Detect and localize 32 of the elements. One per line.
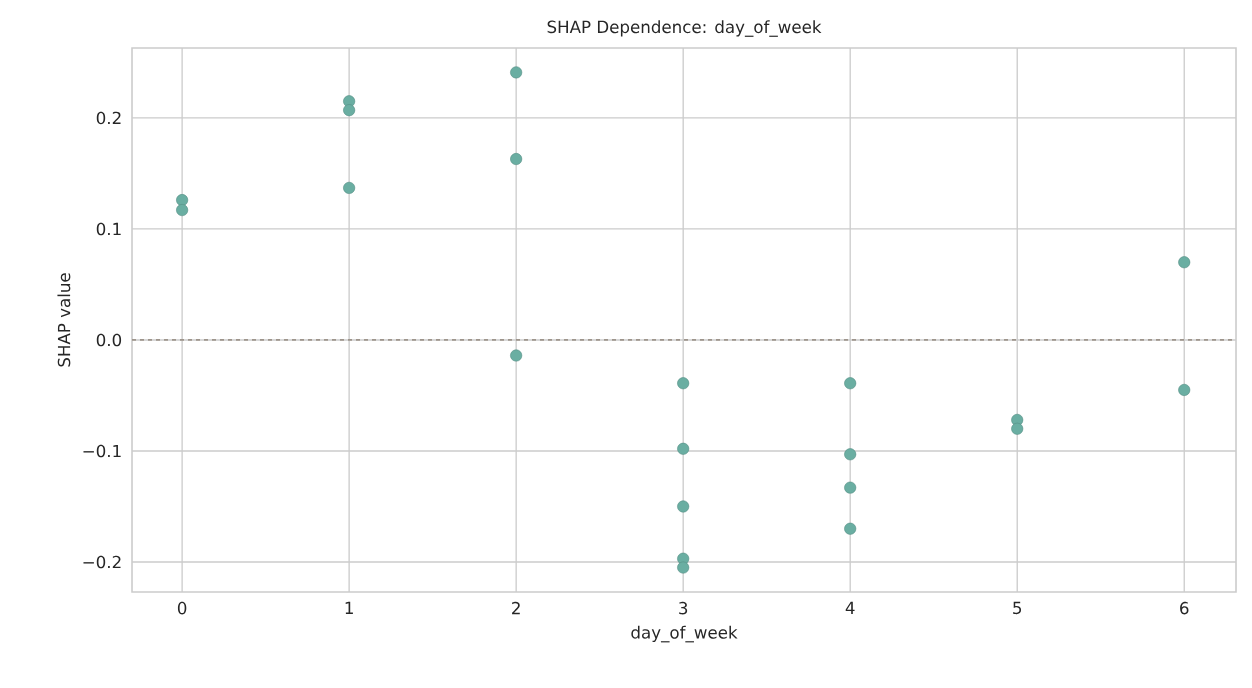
x-tick-label: 3 bbox=[679, 601, 688, 615]
y-tick-label: −0.2 bbox=[83, 555, 121, 569]
y-tick-label: −0.1 bbox=[83, 444, 121, 458]
x-tick-label: 1 bbox=[345, 601, 353, 614]
point bbox=[844, 481, 857, 494]
x-tick-label: 4 bbox=[845, 601, 855, 614]
point bbox=[510, 349, 523, 362]
y-tick-label: 0.1 bbox=[96, 222, 121, 236]
point bbox=[1178, 256, 1191, 269]
y-tick-label: 0.2 bbox=[96, 111, 121, 125]
point bbox=[844, 448, 857, 461]
x-axis-title: day_of_week bbox=[631, 625, 738, 643]
point bbox=[510, 153, 523, 166]
point bbox=[844, 522, 857, 535]
x-tick-label: 5 bbox=[1013, 601, 1022, 615]
point bbox=[844, 377, 857, 390]
point bbox=[677, 377, 690, 390]
point bbox=[510, 66, 523, 79]
y-axis-title: SHAP value bbox=[57, 273, 71, 367]
x-tick-label: 6 bbox=[1180, 601, 1189, 615]
point bbox=[176, 204, 189, 217]
point bbox=[343, 104, 356, 117]
x-tick-label: 2 bbox=[512, 601, 520, 615]
point bbox=[677, 561, 690, 574]
chart-title: SHAP Dependence: day_of_week bbox=[547, 20, 822, 37]
x-tick-label: 0 bbox=[177, 601, 187, 615]
point bbox=[1011, 422, 1024, 435]
point bbox=[677, 442, 690, 455]
y-tick-label: 0.0 bbox=[96, 333, 122, 347]
point bbox=[677, 500, 690, 513]
point bbox=[343, 181, 356, 194]
point bbox=[1178, 383, 1191, 396]
